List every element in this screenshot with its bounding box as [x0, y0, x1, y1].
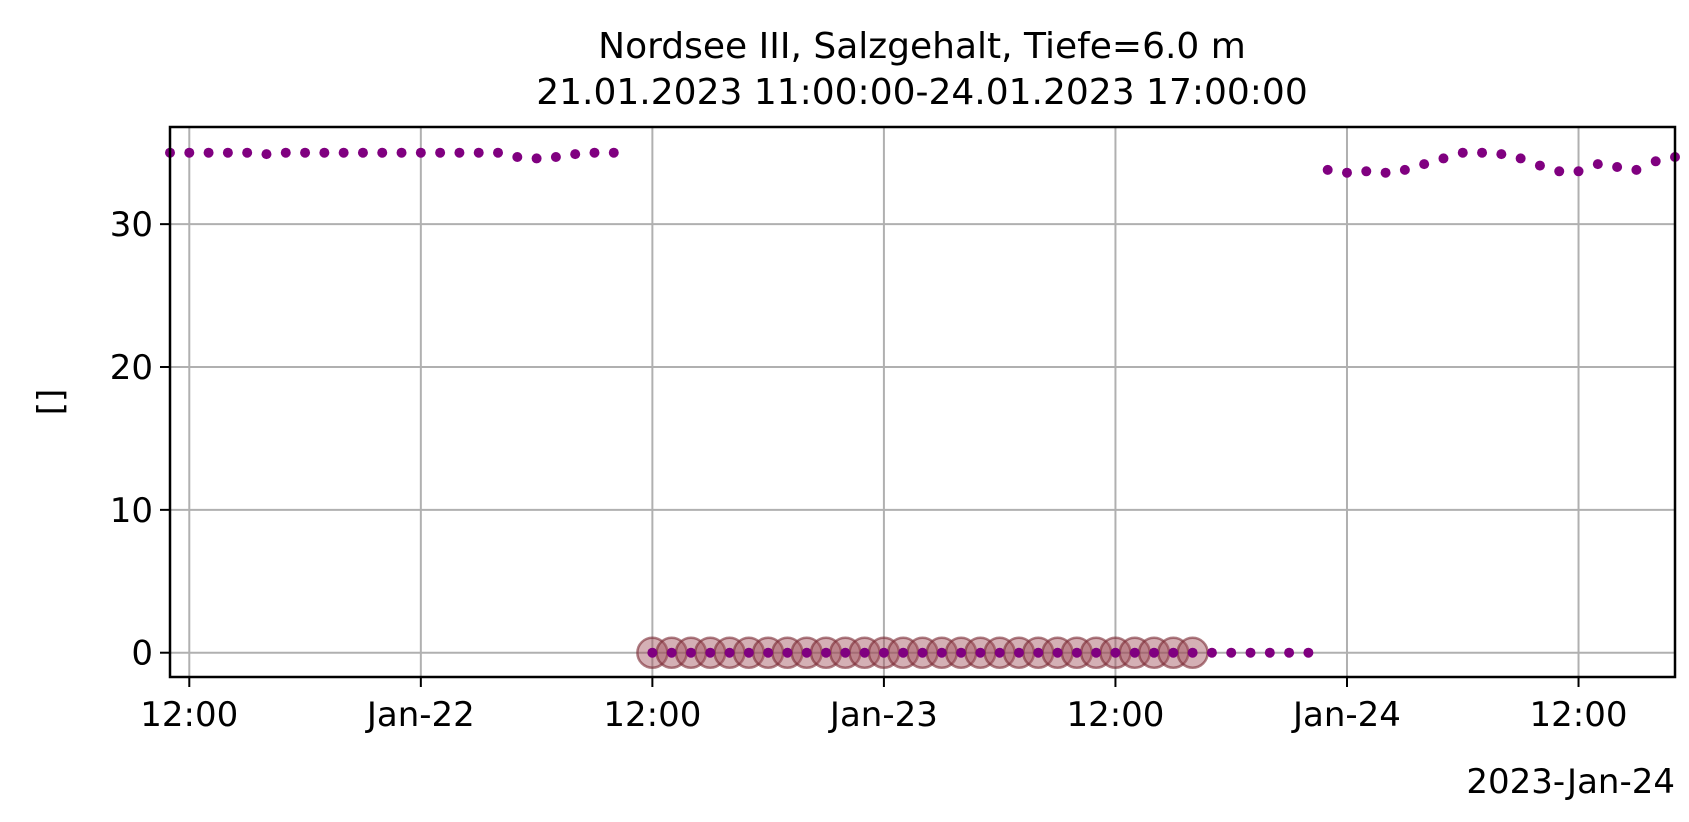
data-point [1206, 647, 1217, 658]
data-point [1284, 647, 1295, 658]
data-point [859, 647, 870, 658]
data-point [570, 149, 581, 160]
data-point [975, 647, 986, 658]
x-tick-label: 12:00 [1530, 695, 1628, 735]
data-point [1534, 160, 1545, 171]
data-point [280, 147, 291, 158]
x-tick-label: Jan-24 [1291, 695, 1401, 735]
x-offset-label: 2023-Jan-24 [1466, 762, 1675, 802]
data-point [1419, 159, 1430, 170]
data-point [647, 647, 658, 658]
data-point [1631, 164, 1642, 175]
data-point [1091, 647, 1102, 658]
data-point [1303, 647, 1314, 658]
x-tick-label: 12:00 [603, 695, 701, 735]
data-point [1515, 153, 1526, 164]
y-axis-label: [] [31, 389, 71, 416]
data-point [1052, 647, 1063, 658]
data-point [685, 647, 696, 658]
data-point [1380, 167, 1391, 178]
data-point [493, 147, 504, 158]
data-point [512, 152, 523, 162]
data-point [1110, 647, 1121, 658]
data-point [705, 647, 716, 658]
x-tick-label: 12:00 [140, 695, 238, 735]
data-point [666, 647, 677, 658]
data-point [550, 152, 561, 162]
flagged-points [636, 636, 1209, 669]
data-point [840, 647, 851, 658]
y-tick-label: 30 [110, 205, 153, 245]
plot-frame [168, 125, 1677, 679]
data-point [1612, 162, 1623, 172]
grid-lines [170, 127, 1675, 677]
data-point [1033, 647, 1044, 658]
data-point [936, 647, 947, 658]
data-point [1168, 647, 1179, 658]
y-tick-label: 20 [110, 348, 153, 388]
data-point [1650, 156, 1661, 167]
data-point [222, 147, 233, 158]
data-point [763, 647, 774, 658]
data-point [1245, 647, 1256, 658]
data-point [1187, 647, 1198, 658]
data-point [917, 647, 928, 658]
data-point [1592, 159, 1603, 170]
data-point [1013, 647, 1024, 658]
data-point [956, 647, 967, 658]
data-point [1361, 166, 1372, 177]
data-point [821, 647, 832, 658]
data-point [396, 147, 407, 158]
data-point [608, 147, 619, 158]
data-point [1399, 164, 1410, 175]
data-point [1071, 647, 1082, 658]
x-tick-label: 12:00 [1066, 695, 1164, 735]
x-tick-label: Jan-23 [828, 695, 938, 735]
data-point [203, 147, 214, 158]
data-point [1129, 647, 1140, 658]
data-point [319, 147, 330, 158]
data-points [165, 147, 1680, 658]
data-point [454, 147, 465, 158]
data-point [261, 149, 272, 160]
data-point [1496, 149, 1507, 160]
chart-title: Nordsee III, Salzgehalt, Tiefe=6.0 m [598, 26, 1246, 67]
data-point [300, 147, 311, 158]
data-point [1341, 167, 1352, 178]
data-point [1573, 166, 1584, 177]
data-point [801, 647, 812, 658]
data-point [435, 147, 446, 158]
axis-ticks: 12:00 Jan-22 12:00 Jan-23 12:00 Jan-24 12:00 0 1… [110, 205, 1628, 735]
data-point [724, 647, 735, 658]
data-point [743, 647, 754, 658]
data-point [1554, 166, 1565, 177]
data-point [1264, 647, 1275, 658]
data-point [338, 147, 349, 158]
data-point [377, 147, 388, 158]
data-point [1457, 147, 1468, 158]
chart-subtitle: 21.01.2023 11:00:00-24.01.2023 17:00:00 [536, 72, 1308, 113]
data-point [184, 147, 195, 158]
data-point [242, 147, 253, 158]
data-point [1149, 647, 1160, 658]
y-tick-label: 0 [131, 634, 153, 674]
data-point [994, 647, 1005, 658]
data-point [589, 147, 600, 158]
x-tick-label: Jan-22 [365, 695, 475, 735]
data-point [1438, 153, 1449, 164]
data-point [531, 153, 542, 164]
data-point [1322, 164, 1333, 175]
data-point [415, 147, 426, 158]
y-tick-label: 10 [110, 491, 153, 531]
data-point [473, 147, 484, 158]
data-point [1477, 147, 1488, 158]
data-point [357, 147, 368, 158]
data-point [782, 647, 793, 658]
data-point [1226, 647, 1237, 658]
data-point [898, 647, 909, 658]
data-point [878, 647, 889, 658]
